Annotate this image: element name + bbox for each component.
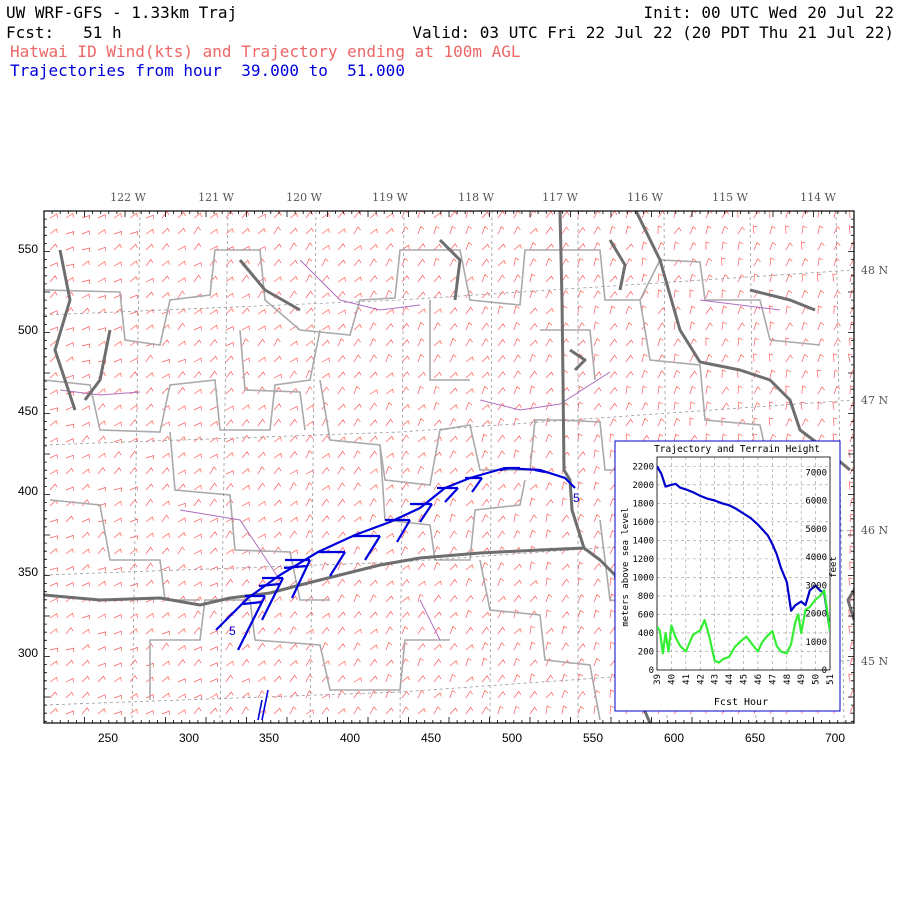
inset-left-tick-label: 800 (638, 592, 654, 602)
longitude-label: 119 W (372, 191, 408, 204)
forecast-hour: Fcst: 51 h (6, 23, 122, 42)
x-tick-label: 350 (259, 731, 279, 745)
inset-x-tick-label: 46 (754, 674, 764, 685)
inset-left-tick-label: 200 (638, 647, 654, 657)
trajectory-inset: Trajectory and Terrain Height 0200400600… (614, 440, 841, 712)
inset-left-tick-label: 1400 (632, 536, 654, 546)
inset-right-tick-label: 7000 (805, 468, 827, 478)
inset-plot-area (656, 456, 831, 671)
x-tick-label: 600 (664, 731, 684, 745)
inset-x-axis: 39 40 41 42 43 44 45 46 47 48 49 50 51 (653, 674, 836, 685)
terrain-height-line (657, 589, 830, 664)
y-tick-label: 500 (18, 323, 38, 337)
y-tick-label: 400 (18, 484, 38, 498)
inset-right-tick-label: 6000 (805, 497, 827, 507)
inset-left-tick-label: 1600 (632, 518, 654, 528)
longitude-label: 115 W (712, 191, 748, 204)
inset-left-tick-label: 2200 (632, 462, 654, 472)
y-tick-label: 450 (18, 404, 38, 418)
inset-left-tick-label: 1200 (632, 555, 654, 565)
inset-right-tick-label: 4000 (805, 553, 827, 563)
state-boundaries (44, 211, 854, 723)
latitude-label: 47 N (861, 394, 888, 407)
inset-right-tick-label: 3000 (805, 581, 827, 591)
frame-tick-marks (43, 210, 854, 723)
inset-x-tick-label: 47 (768, 674, 778, 685)
model-title: UW WRF-GFS - 1.33km Traj (6, 3, 238, 22)
valid-time: Valid: 03 UTC Fri 22 Jul 22 (20 PDT Thu … (412, 23, 894, 42)
inset-x-tick-label: 39 (653, 674, 663, 685)
inset-right-tick-label: 1000 (805, 638, 827, 648)
inset-title: Trajectory and Terrain Height (654, 444, 820, 455)
inset-right-axis-title: feet (829, 556, 839, 578)
inset-x-tick-label: 44 (725, 674, 735, 685)
longitude-label: 116 W (627, 191, 663, 204)
inset-left-tick-label: 0 (649, 666, 654, 676)
inset-left-axis-title: meters above sea level (621, 507, 631, 626)
inset-series (657, 465, 830, 664)
longitude-label: 121 W (198, 191, 234, 204)
x-tick-label: 400 (340, 731, 360, 745)
latitude-label: 46 N (861, 524, 888, 537)
x-tick-label: 700 (825, 731, 845, 745)
x-tick-label: 250 (98, 731, 118, 745)
inset-left-tick-label: 1800 (632, 499, 654, 509)
y-axis-labels: 300 350 400 450 500 550 (18, 242, 38, 660)
field-description: Hatwai ID Wind(kts) and Trajectory endin… (10, 42, 521, 61)
inset-x-tick-label: 41 (682, 674, 692, 685)
longitude-labels: 122 W 121 W 120 W 119 W 118 W 117 W 116 … (110, 191, 836, 204)
inset-right-axis: 0 1000 2000 3000 4000 5000 6000 7000 (805, 468, 827, 676)
longitude-label: 122 W (110, 191, 146, 204)
x-axis-labels: 250 300 350 400 450 500 550 600 650 700 (98, 731, 845, 745)
trajectory-barbs (237, 466, 546, 651)
y-tick-label: 350 (18, 565, 38, 579)
x-tick-label: 650 (745, 731, 765, 745)
trajectory (215, 466, 576, 721)
trajectory-height-line (657, 465, 830, 632)
longitude-label: 118 W (458, 191, 494, 204)
x-tick-label: 550 (583, 731, 603, 745)
inset-left-tick-label: 600 (638, 610, 654, 620)
longitude-label: 114 W (800, 191, 836, 204)
y-tick-label: 300 (18, 646, 38, 660)
init-time: Init: 00 UTC Wed 20 Jul 22 (643, 3, 894, 22)
inset-x-tick-label: 42 (696, 674, 706, 685)
latitude-labels: 48 N 47 N 46 N 45 N (861, 264, 888, 668)
inset-x-tick-label: 49 (797, 674, 807, 685)
inset-x-tick-label: 50 (812, 674, 822, 685)
water-features (59, 259, 781, 641)
x-tick-label: 500 (502, 731, 522, 745)
inset-x-tick-label: 40 (667, 674, 677, 685)
inset-frame (614, 440, 841, 712)
frame-ticks (43, 210, 854, 723)
inset-x-tick-label: 45 (740, 674, 750, 685)
inset-left-axis: 0 200 400 600 800 1000 1200 1400 1600 1800 2000 220… (632, 462, 654, 676)
inset-left-tick-label: 1000 (632, 573, 654, 583)
inset-x-tick-label: 51 (826, 674, 836, 685)
latitude-label: 48 N (861, 264, 888, 277)
x-tick-label: 300 (179, 731, 199, 745)
longitude-label: 120 W (286, 191, 322, 204)
inset-x-tick-label: 43 (711, 674, 721, 685)
inset-x-tick-label: 48 (783, 674, 793, 685)
x-tick-label: 450 (421, 731, 441, 745)
trajectory-end-label: 5 (573, 491, 580, 505)
inset-right-tick-label: 0 (822, 666, 827, 676)
trajectory-range: Trajectories from hour 39.000 to 51.000 (10, 61, 405, 80)
inset-left-tick-label: 400 (638, 629, 654, 639)
inset-left-tick-label: 2000 (632, 481, 654, 491)
longitude-label: 117 W (542, 191, 578, 204)
trajectory-start-label: 5 (229, 624, 236, 638)
inset-right-tick-label: 2000 (805, 610, 827, 620)
inset-x-axis-title: Fcst Hour (714, 697, 768, 708)
y-tick-label: 550 (18, 242, 38, 256)
latitude-label: 45 N (861, 655, 888, 668)
inset-right-tick-label: 5000 (805, 525, 827, 535)
